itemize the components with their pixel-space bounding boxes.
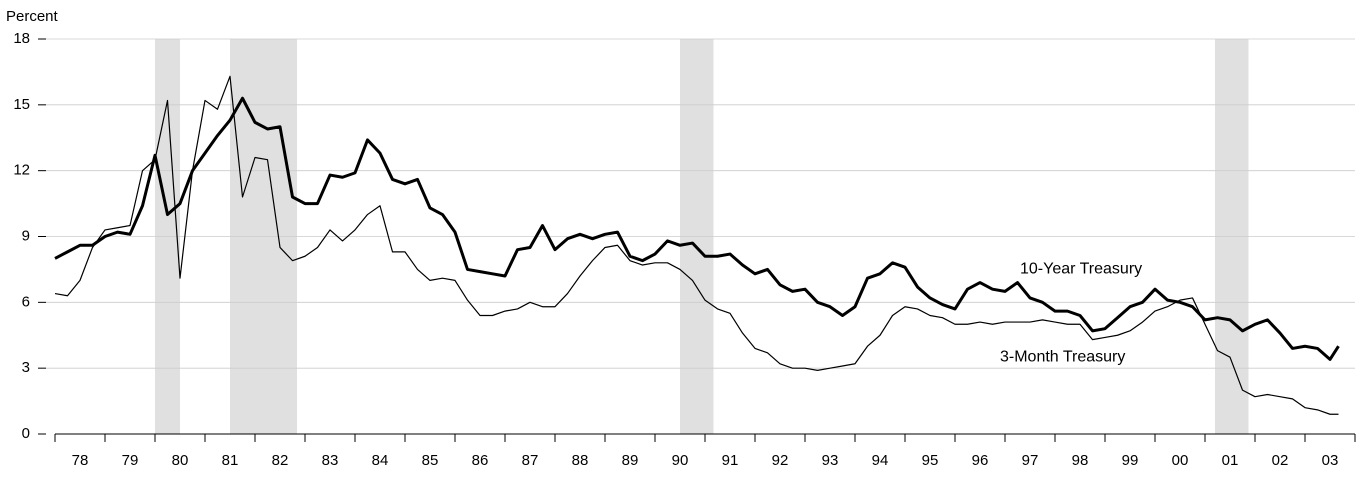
x-tick-label: 97 <box>1022 452 1039 469</box>
x-tick-label: 79 <box>122 452 139 469</box>
x-tick-label: 93 <box>822 452 839 469</box>
x-tick-label: 02 <box>1272 452 1289 469</box>
x-tick-label: 99 <box>1122 452 1139 469</box>
x-tick-label: 86 <box>472 452 489 469</box>
x-tick-label: 91 <box>722 452 739 469</box>
y-tick-label: 3 <box>22 359 30 376</box>
series-line <box>54 96 1340 361</box>
x-tick-label: 80 <box>172 452 189 469</box>
x-tick-label: 92 <box>772 452 789 469</box>
x-tick-label: 94 <box>872 452 889 469</box>
y-tick-label: 6 <box>22 293 30 310</box>
x-tick-label: 82 <box>272 452 289 469</box>
x-tick-label: 88 <box>572 452 589 469</box>
x-tick-label: 81 <box>222 452 239 469</box>
x-tick-label: 90 <box>672 452 689 469</box>
series-annotation: 10-Year Treasury <box>1020 261 1142 278</box>
x-tick-label: 98 <box>1072 452 1089 469</box>
x-tick-label: 83 <box>322 452 339 469</box>
y-tick-label: 0 <box>22 425 30 442</box>
x-tick-label: 87 <box>522 452 539 469</box>
series-annotation: 3-Month Treasury <box>1000 348 1125 365</box>
x-tick-label: 84 <box>372 452 389 469</box>
x-tick-label: 01 <box>1222 452 1239 469</box>
x-tick-label: 89 <box>622 452 639 469</box>
x-tick-label: 85 <box>422 452 439 469</box>
y-tick-label: 15 <box>13 96 30 113</box>
x-tick-label: 78 <box>72 452 89 469</box>
x-tick-label: 96 <box>972 452 989 469</box>
y-tick-label: 12 <box>13 162 30 179</box>
series-line <box>54 75 1339 415</box>
x-tick-label: 00 <box>1172 452 1189 469</box>
y-tick-label: 9 <box>22 227 30 244</box>
y-tick-label: 18 <box>13 30 30 47</box>
x-tick-label: 03 <box>1322 452 1339 469</box>
x-tick-label: 95 <box>922 452 939 469</box>
y-axis-label: Percent <box>6 8 59 25</box>
